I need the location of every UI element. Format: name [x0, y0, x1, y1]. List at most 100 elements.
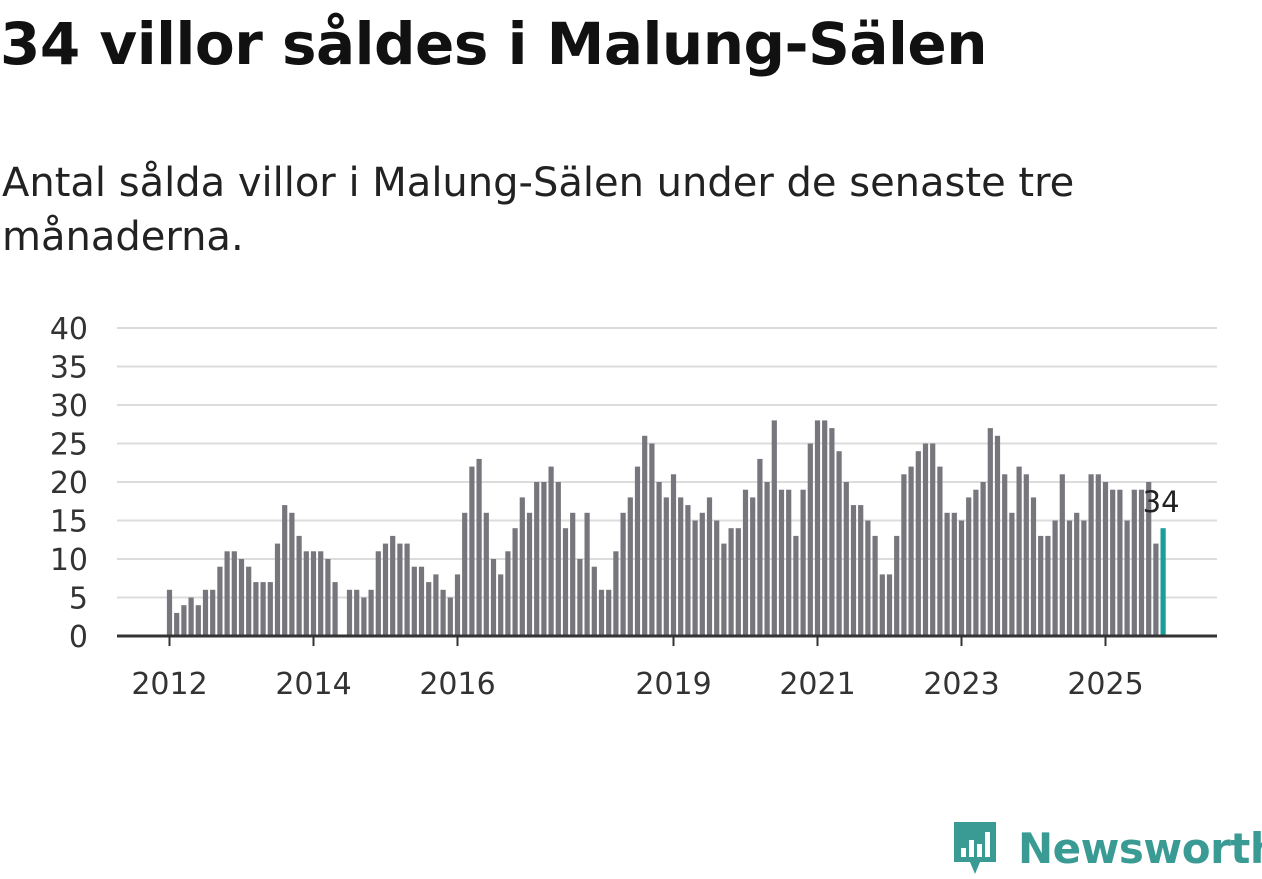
bar — [922, 443, 929, 636]
bar — [879, 574, 885, 636]
bar — [627, 497, 633, 636]
x-axis-labels: 2012 2014 2016 2019 2021 2023 2025 — [131, 636, 1144, 702]
bar — [757, 458, 763, 636]
bar — [418, 566, 425, 636]
x-tick-label: 2023 — [923, 667, 999, 702]
bar — [1102, 482, 1109, 636]
bar — [966, 497, 972, 636]
bar — [1016, 466, 1022, 636]
chart-title: 34 villor såldes i Malung-Sälen — [0, 10, 988, 78]
bar — [296, 535, 302, 636]
bar — [1131, 489, 1137, 636]
bar — [901, 474, 907, 636]
bar — [613, 551, 619, 636]
last-value-label: 34 — [1143, 485, 1180, 519]
bar — [1153, 543, 1159, 636]
bar — [490, 559, 497, 636]
chart-subtitle: Antal sålda villor i Malung-Sälen under … — [2, 160, 1075, 260]
y-tick-label: 0 — [69, 620, 88, 655]
bar — [404, 543, 410, 636]
bar — [1088, 474, 1094, 636]
bar — [706, 497, 713, 636]
bar — [570, 512, 576, 636]
bar — [548, 466, 554, 636]
newsworthy-logo: Newsworthy — [950, 818, 1262, 878]
bar — [937, 466, 943, 636]
bar — [598, 589, 605, 636]
bar — [505, 551, 511, 636]
bar — [951, 512, 957, 636]
bar — [166, 589, 173, 636]
x-tick-label: 2012 — [131, 667, 207, 702]
bar — [238, 559, 245, 636]
bar — [411, 566, 417, 636]
bar — [462, 512, 468, 636]
bar — [822, 420, 828, 636]
bar — [188, 597, 194, 636]
y-tick-label: 25 — [50, 428, 88, 463]
bar — [210, 589, 216, 636]
bar — [793, 535, 799, 636]
bar — [202, 589, 209, 636]
bar — [282, 505, 288, 636]
bar — [325, 559, 331, 636]
bar — [1146, 482, 1152, 636]
bar — [310, 551, 317, 636]
bar — [447, 597, 453, 636]
bar — [1030, 497, 1037, 636]
newsworthy-logo-text: Newsworthy — [1018, 823, 1262, 873]
bar — [1009, 512, 1015, 636]
bar — [181, 605, 187, 636]
bar — [1074, 512, 1080, 636]
bar — [174, 612, 180, 636]
x-tick-label: 2014 — [275, 667, 351, 702]
bar — [390, 535, 396, 636]
bar — [685, 505, 691, 636]
bar — [829, 428, 835, 636]
bar — [267, 582, 273, 636]
bar — [433, 574, 439, 636]
bar — [649, 443, 655, 636]
bar — [224, 551, 230, 636]
bar — [526, 512, 533, 636]
bar — [555, 482, 561, 636]
bar — [512, 528, 518, 636]
bar — [303, 551, 309, 636]
bar — [807, 443, 813, 636]
bar — [1081, 520, 1087, 636]
bar — [634, 466, 641, 636]
y-tick-label: 20 — [50, 466, 88, 501]
bar — [454, 574, 461, 636]
bar — [274, 543, 281, 636]
bar — [843, 482, 849, 636]
bar — [699, 512, 705, 636]
bar — [1124, 520, 1130, 636]
bar — [1023, 474, 1029, 636]
bar — [289, 512, 295, 636]
bar-latest — [1160, 528, 1166, 636]
bar — [217, 566, 223, 636]
bar — [426, 582, 432, 636]
bar — [980, 482, 986, 636]
bar — [894, 535, 900, 636]
y-tick-label: 15 — [50, 505, 88, 540]
bar — [469, 466, 475, 636]
bar — [382, 543, 389, 636]
bar — [872, 535, 878, 636]
bar — [1052, 520, 1058, 636]
y-tick-label: 40 — [50, 312, 88, 347]
bar — [786, 489, 792, 636]
bar — [541, 482, 547, 636]
bar — [1138, 489, 1145, 636]
y-tick-label: 10 — [50, 543, 88, 578]
bar — [930, 443, 936, 636]
x-tick-label: 2016 — [419, 667, 495, 702]
bar — [253, 582, 259, 636]
bar — [692, 520, 698, 636]
y-tick-label: 5 — [69, 582, 88, 617]
bar — [534, 482, 540, 636]
bar — [958, 520, 965, 636]
x-tick-label: 2025 — [1067, 667, 1143, 702]
bar — [483, 512, 489, 636]
